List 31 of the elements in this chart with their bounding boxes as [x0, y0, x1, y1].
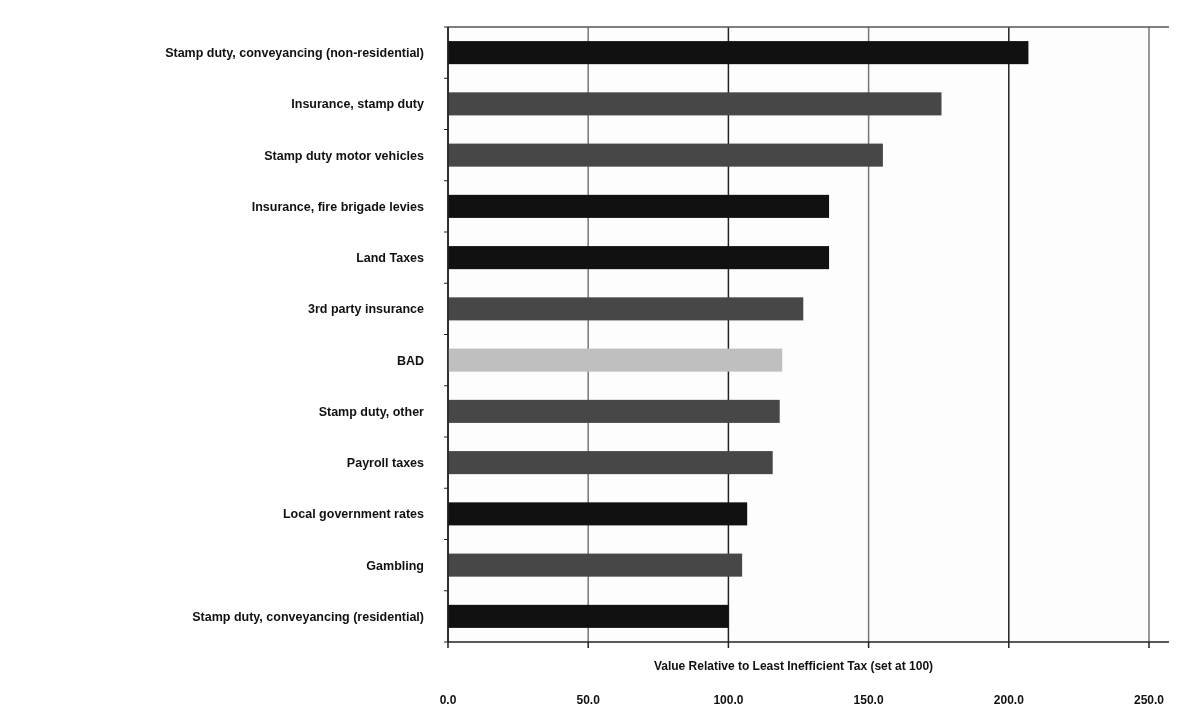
y-tick-label: Insurance, fire brigade levies — [251, 199, 425, 214]
bar — [448, 194, 830, 218]
y-tick-label: BAD — [396, 353, 424, 368]
bar — [448, 604, 729, 628]
y-tick-label: Insurance, stamp duty — [291, 97, 425, 112]
y-tick-label: Payroll taxes — [346, 456, 425, 470]
bar — [448, 246, 830, 270]
bar — [448, 41, 1029, 65]
y-tick-label: Stamp duty, conveyancing (residential) — [192, 609, 424, 624]
y-tick-label: Land Taxes — [356, 251, 425, 265]
x-tick-label: 250.0 — [1133, 693, 1165, 707]
y-tick-label: 3rd party insurance — [307, 302, 425, 317]
y-tick-label: Stamp duty, other — [318, 404, 425, 419]
bar — [448, 502, 748, 526]
y-tick-label: Stamp duty motor vehicles — [264, 148, 425, 163]
x-tick-label: 150.0 — [853, 693, 884, 707]
y-tick-label: Gambling — [366, 558, 424, 573]
bar — [448, 92, 942, 116]
x-tick-label: 200.0 — [993, 693, 1025, 707]
bar — [448, 143, 883, 167]
bar — [448, 348, 783, 372]
bar — [448, 451, 773, 475]
x-tick-label: 100.0 — [713, 693, 744, 707]
bar — [448, 297, 804, 321]
y-tick-label: Local government rates — [282, 507, 425, 522]
bar — [448, 399, 780, 423]
x-tick-label: 50.0 — [576, 693, 601, 707]
bar — [448, 553, 743, 577]
y-tick-label: Stamp duty, conveyancing (non-residential) — [165, 46, 424, 60]
x-axis-title: Value Relative to Least Inefficient Tax (set at 100) — [653, 659, 934, 673]
x-tick-label: 0.0 — [439, 693, 457, 707]
